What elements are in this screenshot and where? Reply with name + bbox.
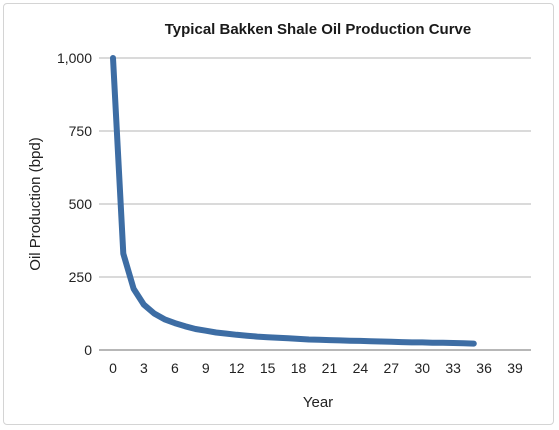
x-tick-label: 24: [353, 360, 369, 376]
x-tick-label: 3: [140, 360, 148, 376]
x-tick-label: 30: [414, 360, 430, 376]
chart-frame: [3, 3, 554, 425]
y-tick-label: 0: [84, 342, 92, 358]
y-tick-label: 750: [69, 123, 93, 139]
y-tick-label: 1,000: [57, 50, 92, 66]
gridlines: [99, 57, 531, 351]
x-tick-label: 6: [171, 360, 179, 376]
chart-title: Typical Bakken Shale Oil Production Curv…: [165, 21, 471, 38]
x-tick-label: 27: [384, 360, 400, 376]
x-tick-label: 18: [291, 360, 307, 376]
x-tick-label: 12: [229, 360, 245, 376]
x-tick-label: 15: [260, 360, 276, 376]
series-lines: [110, 55, 477, 347]
x-tick-label: 9: [202, 360, 210, 376]
y-axis-label: Oil Production (bpd): [27, 137, 44, 270]
x-axis-label: Year: [303, 394, 333, 411]
y-tick-label: 250: [69, 269, 93, 285]
x-tick-label: 39: [507, 360, 523, 376]
y-tick-labels: 0 250 500 750 1,000: [57, 50, 92, 358]
series-line: [110, 55, 477, 347]
x-tick-label: 36: [476, 360, 492, 376]
x-tick-label: 33: [445, 360, 461, 376]
y-tick-label: 500: [69, 196, 93, 212]
x-tick-label: 21: [322, 360, 338, 376]
x-tick-labels: 0 3 6 9 12 15 18 21 24 27 30 33 36 39: [109, 360, 523, 376]
x-tick-label: 0: [109, 360, 117, 376]
